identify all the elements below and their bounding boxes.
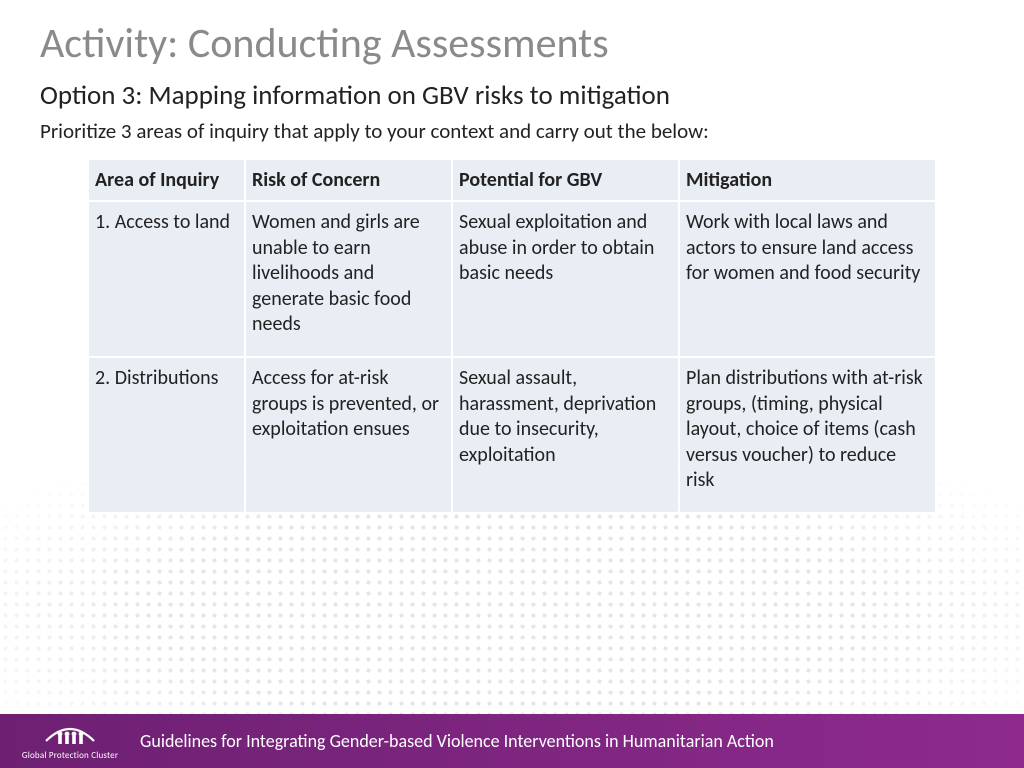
- table-row: 1. Access to land Women and girls are un…: [89, 202, 935, 356]
- cell-potential: Sexual exploitation and abuse in order t…: [453, 202, 678, 356]
- cell-risk: Women and girls are unable to earn livel…: [246, 202, 451, 356]
- instruction-text: Prioritize 3 areas of inquiry that apply…: [40, 118, 984, 144]
- footer-bar: Global Protection Cluster Guidelines for…: [0, 714, 1024, 768]
- table-container: Area of Inquiry Risk of Concern Potentia…: [87, 158, 937, 514]
- risk-mapping-table: Area of Inquiry Risk of Concern Potentia…: [87, 158, 937, 514]
- cell-risk: Access for at-risk groups is prevented, …: [246, 358, 451, 512]
- header-area: Area of Inquiry: [89, 160, 244, 200]
- gpc-logo: Global Protection Cluster: [0, 721, 140, 761]
- slide-title: Activity: Conducting Assessments: [40, 18, 984, 69]
- header-mitigation: Mitigation: [680, 160, 935, 200]
- cell-potential: Sexual assault, harassment, deprivation …: [453, 358, 678, 512]
- header-risk: Risk of Concern: [246, 160, 451, 200]
- table-row: 2. Distributions Access for at-risk grou…: [89, 358, 935, 512]
- header-potential: Potential for GBV: [453, 160, 678, 200]
- cell-mitigation: Plan distributions with at-risk groups, …: [680, 358, 935, 512]
- cell-area: 1. Access to land: [89, 202, 244, 356]
- cell-area: 2. Distributions: [89, 358, 244, 512]
- cell-mitigation: Work with local laws and actors to ensur…: [680, 202, 935, 356]
- people-arc-icon: [40, 721, 100, 749]
- footer-tagline: Guidelines for Integrating Gender-based …: [140, 730, 1024, 752]
- slide-subtitle: Option 3: Mapping information on GBV ris…: [40, 79, 984, 112]
- table-header-row: Area of Inquiry Risk of Concern Potentia…: [89, 160, 935, 200]
- slide-content: Activity: Conducting Assessments Option …: [0, 0, 1024, 514]
- logo-text: Global Protection Cluster: [22, 750, 118, 761]
